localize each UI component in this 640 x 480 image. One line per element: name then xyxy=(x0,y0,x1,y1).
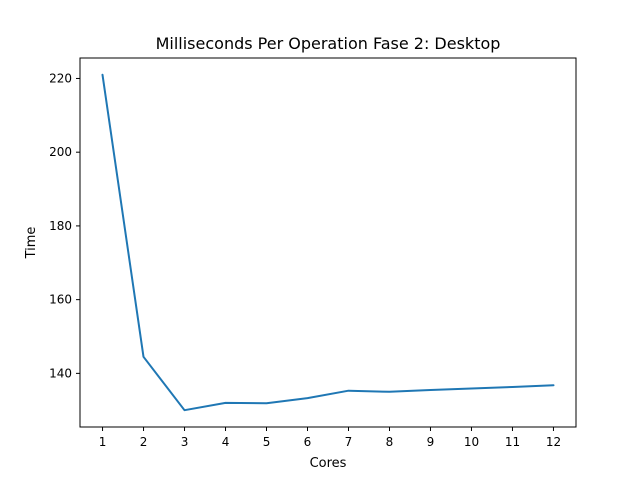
y-tick-label: 160 xyxy=(49,293,72,307)
x-tick-label: 1 xyxy=(99,435,107,449)
plot-frame xyxy=(79,57,577,428)
x-tick-label: 5 xyxy=(263,435,271,449)
y-tick-label: 220 xyxy=(49,71,72,85)
x-tick-label: 9 xyxy=(427,435,435,449)
x-tick-label: 11 xyxy=(505,435,520,449)
chart-title: Milliseconds Per Operation Fase 2: Deskt… xyxy=(156,34,501,53)
x-tick-label: 2 xyxy=(140,435,148,449)
y-tick-label: 140 xyxy=(49,366,72,380)
y-axis-label: Time xyxy=(24,227,39,260)
y-tick-label: 200 xyxy=(49,145,72,159)
x-tick-label: 7 xyxy=(345,435,353,449)
x-axis-label: Cores xyxy=(310,456,347,471)
x-tick-label: 12 xyxy=(546,435,561,449)
x-tick-label: 6 xyxy=(304,435,312,449)
y-tick-label: 180 xyxy=(49,219,72,233)
x-tick-label: 4 xyxy=(222,435,230,449)
x-tick-label: 10 xyxy=(464,435,479,449)
x-tick-label: 3 xyxy=(181,435,189,449)
y-axis: 140 160 180 200 220 xyxy=(49,71,80,380)
x-axis: 1 2 3 4 5 6 7 8 9 10 11 12 xyxy=(99,427,561,449)
series-layer xyxy=(101,73,555,412)
series-line xyxy=(101,73,555,412)
x-tick-label: 8 xyxy=(386,435,394,449)
